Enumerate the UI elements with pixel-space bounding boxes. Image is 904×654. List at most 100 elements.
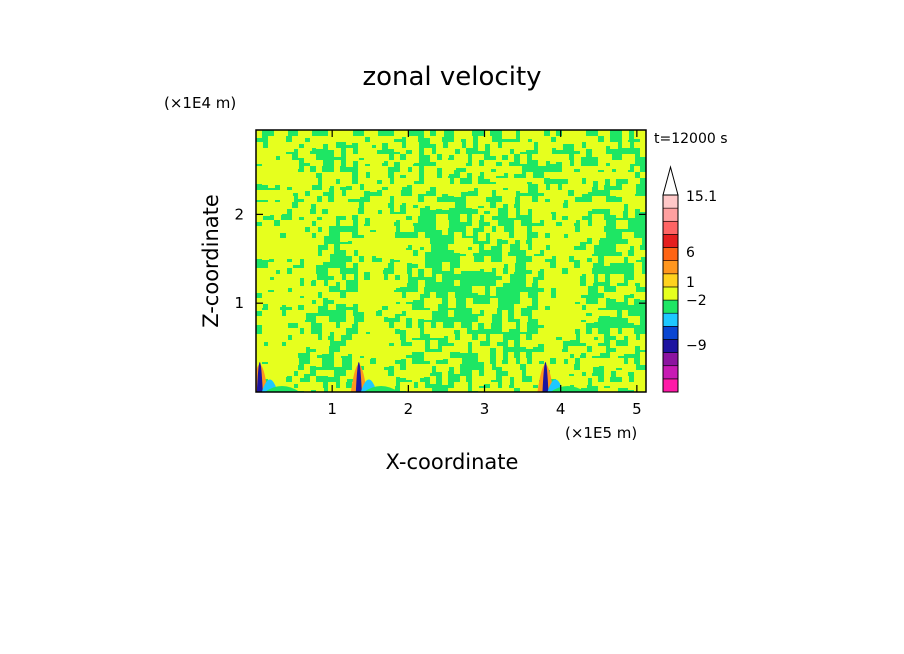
field-cell [376, 166, 383, 172]
field-cell [496, 268, 503, 276]
field-cell [412, 346, 418, 352]
field-cell [436, 178, 444, 184]
field-cell [424, 298, 430, 308]
field-cell [448, 184, 455, 192]
field-cell [328, 268, 336, 276]
field-cell [286, 262, 293, 268]
field-cell [598, 160, 606, 170]
field-cell [370, 376, 378, 384]
field-cell [352, 358, 359, 364]
field-cell [376, 274, 384, 284]
field-cell [412, 340, 420, 347]
field-cell [394, 322, 400, 329]
field-cell [556, 274, 563, 283]
field-cell [406, 250, 413, 259]
field-cell [538, 262, 545, 269]
field-cell [286, 298, 294, 307]
field-cell [280, 376, 286, 384]
field-cell [430, 352, 437, 360]
field-cell [544, 340, 551, 349]
field-cell [556, 244, 564, 250]
field-cell [436, 298, 442, 304]
field-cell [562, 160, 570, 168]
field-cell [532, 256, 539, 266]
field-cell [586, 340, 594, 346]
field-cell [292, 232, 300, 238]
field-cell [406, 208, 414, 216]
field-cell [286, 382, 294, 388]
field-cell [292, 310, 298, 317]
field-cell [574, 376, 581, 383]
field-cell [412, 292, 420, 300]
field-cell [532, 154, 540, 160]
field-cell [520, 316, 528, 322]
field-cell [256, 142, 263, 149]
field-cell [448, 190, 454, 196]
field-cell [406, 172, 412, 181]
field-cell [274, 310, 282, 318]
field-cell [526, 370, 532, 376]
field-cell [274, 256, 281, 264]
field-cell [334, 166, 340, 176]
field-cell [322, 136, 328, 144]
field-cell [322, 178, 330, 188]
field-cell [292, 226, 299, 233]
field-cell [406, 154, 414, 164]
field-cell [520, 208, 528, 215]
field-cell [400, 256, 407, 263]
field-cell [580, 358, 588, 365]
field-cell [544, 202, 552, 211]
field-cell [592, 166, 598, 176]
field-cell [628, 298, 634, 305]
field-cell [382, 262, 388, 268]
field-cell [598, 358, 606, 366]
field-cell [298, 310, 306, 320]
field-cell [526, 280, 532, 287]
field-cell [352, 184, 360, 194]
field-cell [262, 238, 268, 248]
field-cell [556, 196, 564, 203]
field-cell [460, 382, 468, 391]
field-cell [520, 226, 527, 235]
field-cell [382, 358, 389, 367]
field-cell [598, 310, 606, 316]
field-cell [262, 370, 269, 379]
field-cell [310, 376, 316, 385]
field-cell [406, 238, 413, 245]
field-cell [502, 190, 510, 198]
field-cell [256, 250, 263, 259]
wave-core [355, 362, 362, 392]
field-cell [340, 382, 346, 392]
field-cell [364, 148, 371, 156]
field-cell [502, 376, 510, 385]
field-cell [298, 322, 305, 328]
field-cell [448, 388, 455, 392]
field-cell [268, 196, 275, 203]
field-cell [430, 166, 437, 175]
field-cell [592, 196, 599, 202]
field-cell [526, 262, 534, 270]
field-cell [490, 298, 498, 308]
field-cell [556, 172, 563, 179]
field-cell [304, 304, 311, 313]
colorbar-swatch [662, 234, 679, 248]
field-cell [454, 364, 460, 374]
field-cell [454, 358, 462, 364]
field-cell [562, 316, 570, 325]
field-cell [316, 358, 322, 367]
field-cell [340, 178, 346, 187]
field-cell [466, 136, 473, 146]
field-cell [400, 226, 407, 232]
field-cell [418, 184, 426, 194]
field-cell [346, 172, 352, 180]
field-cell [586, 232, 593, 238]
field-cell [424, 322, 431, 331]
field-cell [328, 130, 335, 137]
field-cell [616, 190, 623, 197]
field-cell [508, 172, 514, 179]
field-cell [376, 232, 384, 240]
field-cell [316, 388, 324, 392]
field-cell [586, 334, 594, 344]
field-cell [538, 148, 544, 155]
x-tick-label: 5 [632, 400, 642, 418]
